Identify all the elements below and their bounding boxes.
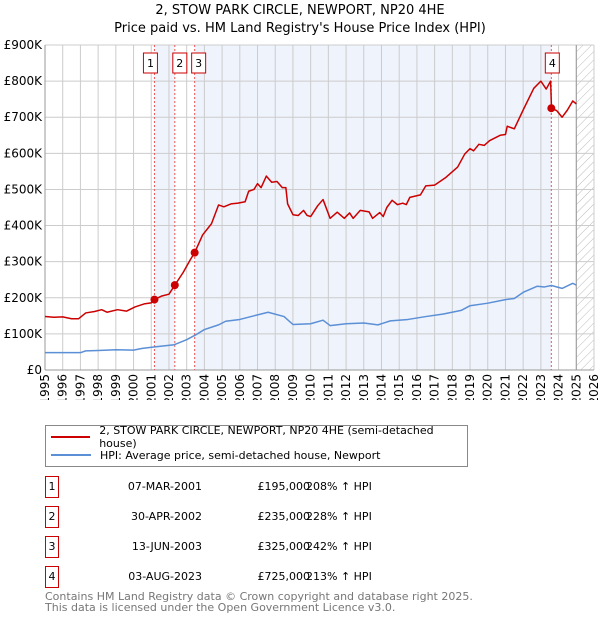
x-tick-label: 2025 — [569, 374, 583, 400]
transaction-date: 13-JUN-2003 — [131, 540, 202, 553]
legend-label: HPI: Average price, semi-detached house,… — [100, 448, 381, 462]
x-tick-label: 1996 — [56, 374, 70, 400]
y-tick-label: £900K — [4, 38, 44, 52]
sale-point — [547, 104, 556, 113]
x-tick-label: 2000 — [127, 374, 141, 400]
sale-label-box — [544, 52, 560, 74]
y-tick-label: £400K — [4, 219, 44, 233]
price-chart: 1995 1996 1997 1998 1999 2000 2001 2002 2003 2004… — [4, 38, 600, 400]
legend: 2, STOW PARK CIRCLE, NEWPORT, NP20 4HE (… — [45, 424, 468, 467]
hpi-line — [45, 282, 577, 354]
x-tick-label: 2011 — [321, 374, 335, 400]
sale-point — [150, 295, 159, 304]
transaction-number-badge: 3 — [45, 536, 59, 558]
y-tick-label: £600K — [4, 146, 44, 160]
transaction-price: £325,000 — [257, 540, 311, 553]
x-tick-label: 2016 — [410, 374, 424, 400]
x-tick-label: 2001 — [144, 374, 158, 400]
shaded-period — [154, 45, 175, 370]
sale-label-box — [191, 52, 207, 74]
sale-label-box — [172, 52, 188, 74]
transaction-hpi-change: 242% ↑ HPI — [306, 540, 372, 553]
x-tick-label: 2006 — [233, 374, 247, 400]
x-tick-label: 2009 — [286, 374, 300, 400]
x-tick-label: 2004 — [197, 374, 211, 400]
x-tick-label: 1995 — [38, 374, 52, 400]
x-tick-label: 2022 — [516, 374, 530, 400]
x-tick-label: 2017 — [428, 374, 442, 400]
legend-item-property: 2, STOW PARK CIRCLE, NEWPORT, NP20 4HE (… — [51, 424, 467, 450]
transaction-date: 03-AUG-2023 — [128, 570, 202, 583]
x-tick-label: 2024 — [552, 374, 566, 400]
sale-label: 1 — [147, 57, 154, 70]
transaction-price: £235,000 — [257, 510, 311, 523]
x-tick-label: 2018 — [445, 374, 459, 400]
x-tick-label: 2008 — [268, 374, 282, 400]
legend-line-blue — [51, 454, 91, 456]
sale-label: 3 — [195, 57, 202, 70]
chart-subtitle: Price paid vs. HM Land Registry's House … — [114, 21, 486, 36]
y-tick-label: £500K — [4, 182, 44, 196]
x-tick-label: 2005 — [215, 374, 229, 400]
x-tick-label: 2007 — [251, 374, 265, 400]
footer-line2: This data is licensed under the Open Gov… — [45, 601, 396, 614]
transaction-number-badge: 1 — [45, 476, 59, 498]
x-tick-label: 1998 — [91, 374, 105, 400]
transaction-number-badge: 2 — [45, 506, 59, 528]
transaction-number-badge: 4 — [45, 566, 59, 588]
y-tick-label: £700K — [4, 110, 44, 124]
x-tick-label: 2014 — [374, 374, 388, 400]
y-tick-label: £0 — [27, 363, 42, 377]
x-tick-label: 2023 — [534, 374, 548, 400]
x-tick-label: 2013 — [357, 374, 371, 400]
y-tick-label: £800K — [4, 74, 44, 88]
forecast-hatch — [576, 45, 594, 370]
transaction-row: 2 30-APR-2002 £235,000 228% ↑ HPI — [45, 506, 445, 528]
chart-title: 2, STOW PARK CIRCLE, NEWPORT, NP20 4HE — [155, 3, 445, 18]
x-tick-label: 1999 — [109, 374, 123, 400]
transaction-date: 07-MAR-2001 — [127, 480, 202, 493]
legend-line-red — [51, 436, 91, 438]
legend-item-hpi: HPI: Average price, semi-detached house,… — [51, 447, 380, 463]
transaction-price: £725,000 — [257, 570, 311, 583]
x-tick-label: 2019 — [463, 374, 477, 400]
sale-label: 2 — [176, 57, 183, 70]
x-tick-label: 2015 — [392, 374, 406, 400]
y-tick-label: £100K — [4, 327, 44, 341]
sale-point — [170, 281, 179, 290]
x-tick-label: 2020 — [481, 374, 495, 400]
transaction-hpi-change: 228% ↑ HPI — [306, 510, 372, 523]
x-tick-label: 2021 — [498, 374, 512, 400]
x-tick-label: 2026 — [587, 374, 600, 400]
x-tick-label: 1997 — [73, 374, 87, 400]
transaction-date: 30-APR-2002 — [130, 510, 202, 523]
y-tick-label: £200K — [4, 291, 44, 305]
sale-label: 4 — [549, 57, 556, 70]
x-tick-label: 2010 — [304, 374, 318, 400]
shaded-period — [194, 45, 552, 370]
transaction-row: 1 07-MAR-2001 £195,000 208% ↑ HPI — [45, 476, 445, 498]
sale-point — [190, 248, 199, 257]
footer-line1: Contains HM Land Registry data © Crown c… — [45, 590, 473, 603]
transaction-row: 4 03-AUG-2023 £725,000 213% ↑ HPI — [45, 566, 445, 588]
x-tick-label: 2003 — [180, 374, 194, 400]
x-tick-label: 2002 — [162, 374, 176, 400]
transaction-row: 3 13-JUN-2003 £325,000 242% ↑ HPI — [45, 536, 445, 558]
x-tick-label: 2012 — [339, 374, 353, 400]
sale-label-box — [142, 52, 158, 74]
y-tick-label: £300K — [4, 255, 44, 269]
transaction-hpi-change: 213% ↑ HPI — [306, 570, 372, 583]
transaction-price: £195,000 — [257, 480, 311, 493]
legend-label: 2, STOW PARK CIRCLE, NEWPORT, NP20 4HE (… — [99, 424, 434, 450]
transaction-hpi-change: 208% ↑ HPI — [306, 480, 372, 493]
